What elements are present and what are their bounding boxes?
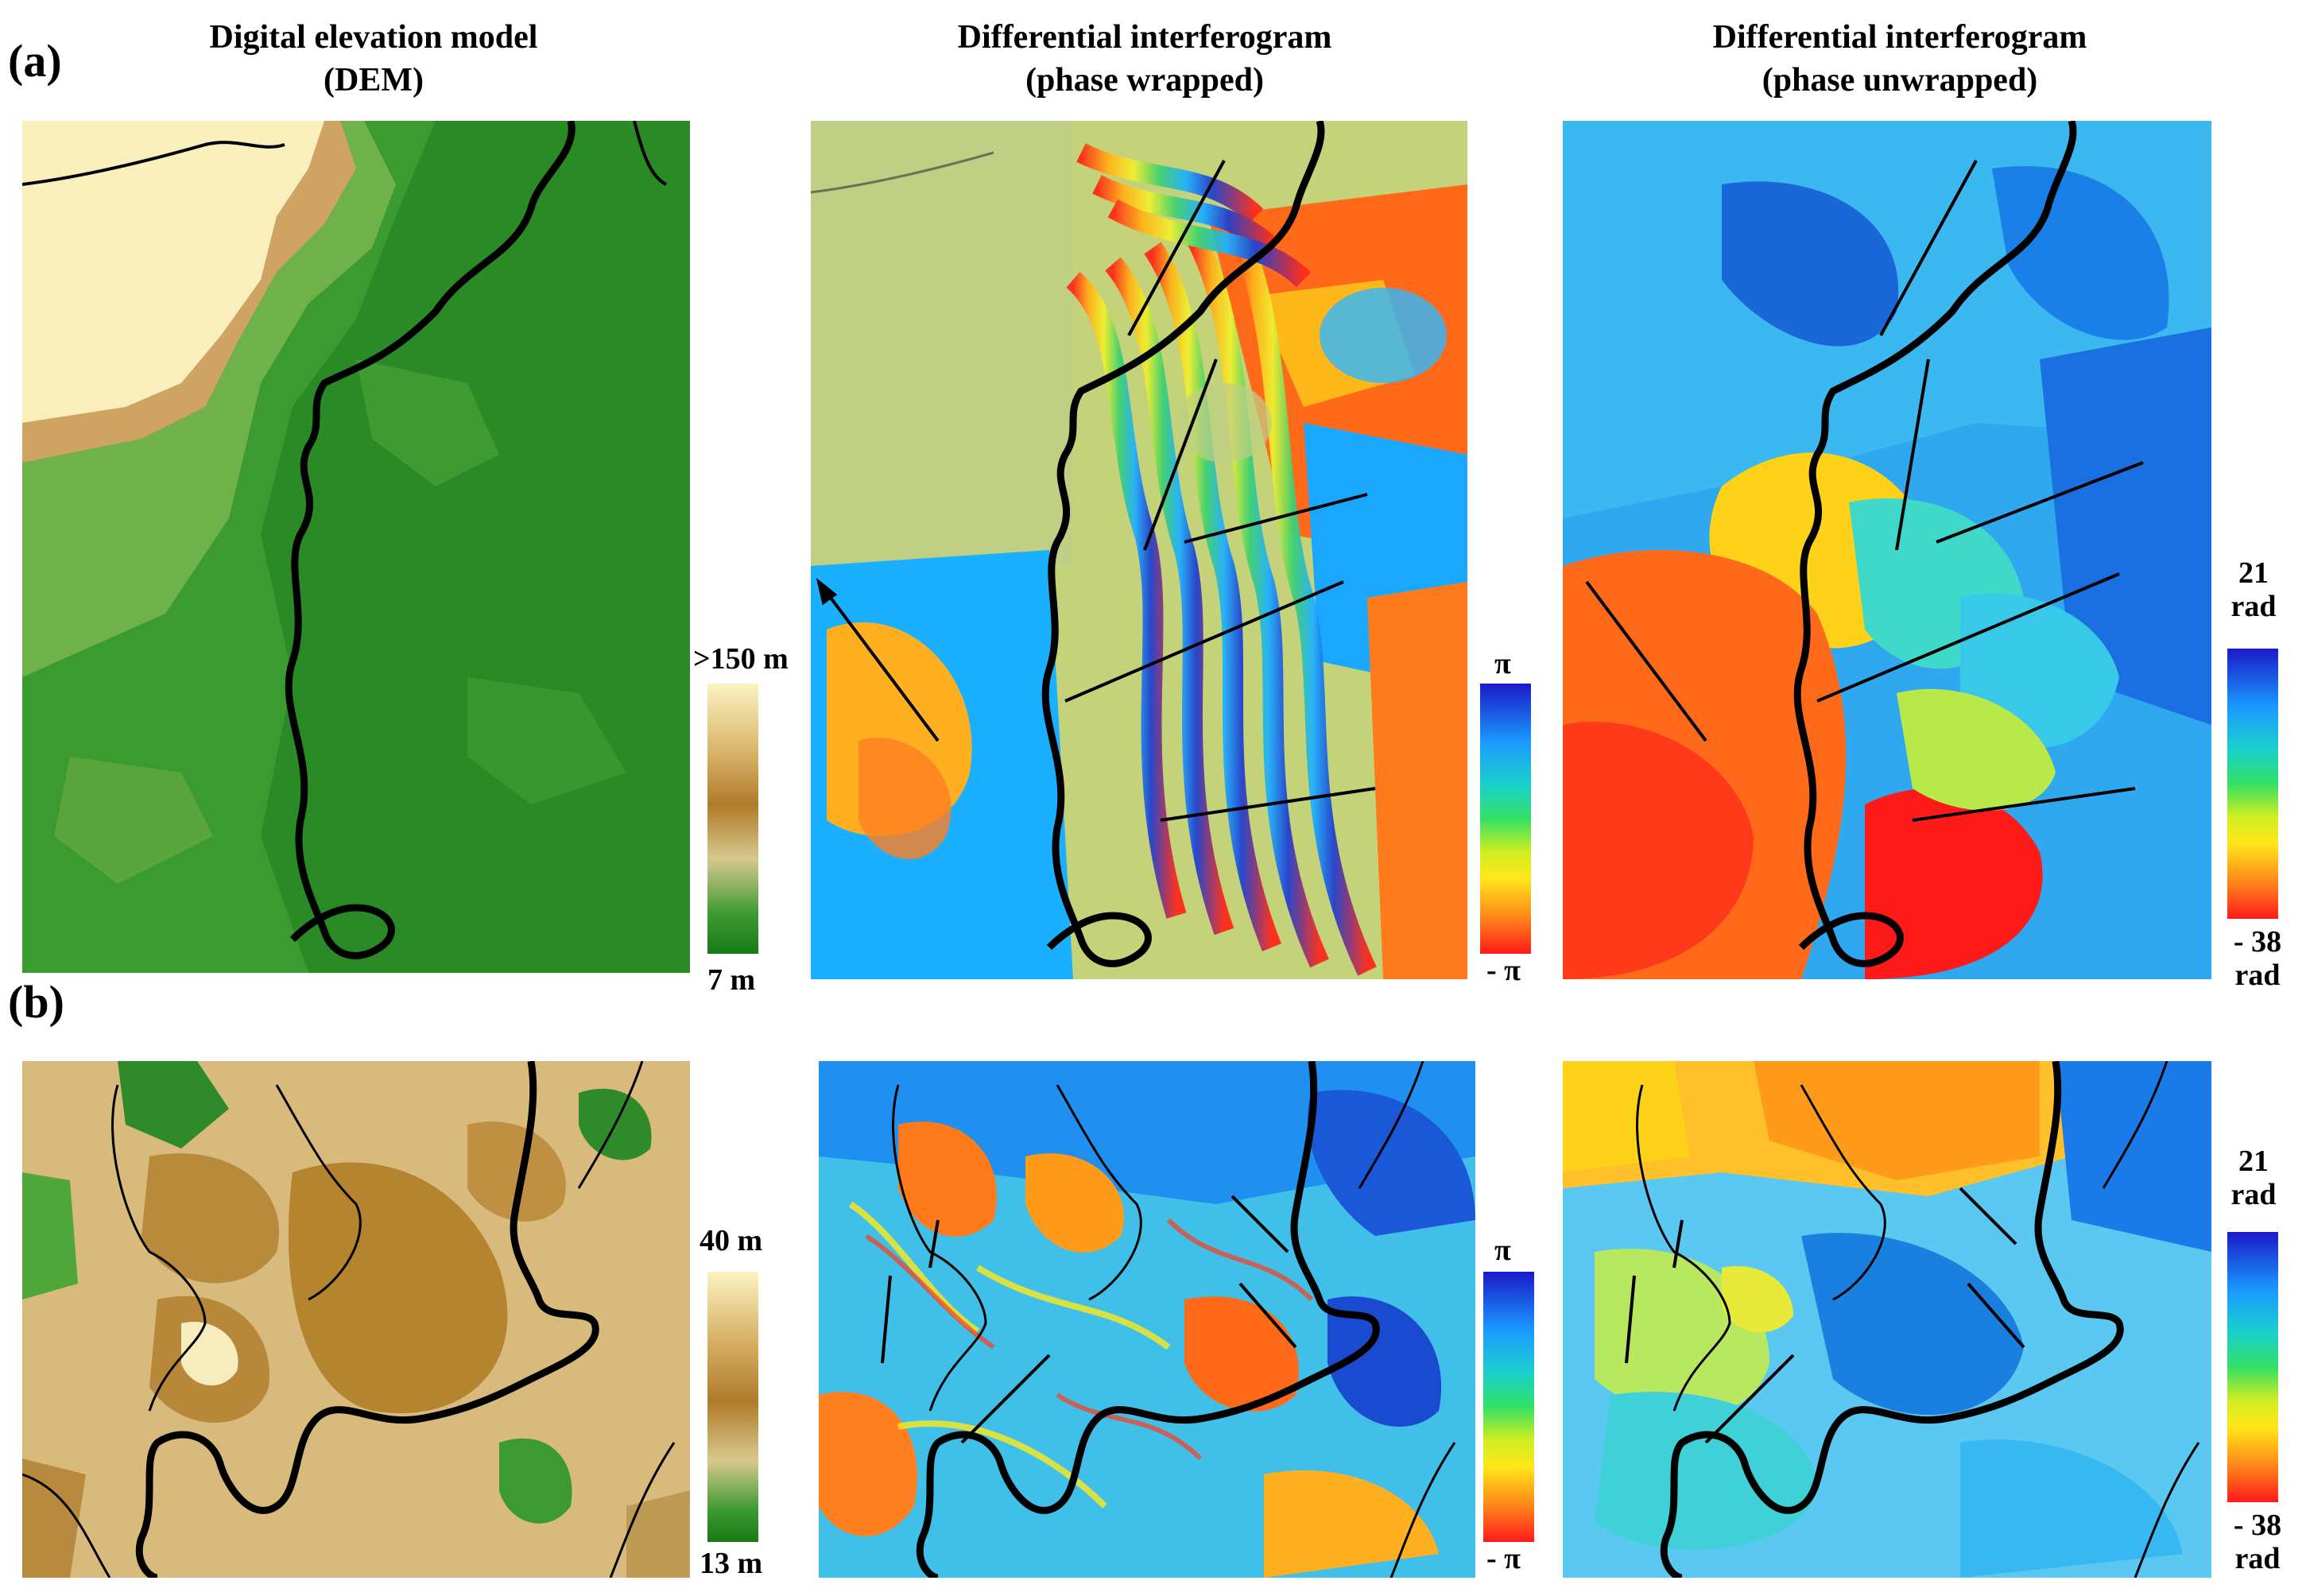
map-a-dem <box>22 121 690 973</box>
colorbar-b-unwrapped-max: 21 rad <box>2218 1145 2289 1211</box>
colorbar-a-unwrapped-max-value: 21 <box>2238 556 2269 590</box>
colorbar-b-wrapped <box>1483 1272 1534 1542</box>
colorbar-a-wrapped-min: - π <box>1486 954 1521 987</box>
title-unwrapped-line2: (phase unwrapped) <box>1761 62 2038 99</box>
map-a-unwrapped <box>1563 121 2211 979</box>
colorbar-a-wrapped <box>1480 684 1531 954</box>
title-wrapped-line2: (phase wrapped) <box>1025 62 1264 99</box>
colorbar-b-unwrapped-max-unit: rad <box>2230 1178 2277 1211</box>
river-line <box>285 121 576 959</box>
colorbar-b-unwrapped-min-unit: rad <box>2234 1542 2281 1575</box>
colorbar-a-unwrapped-max-unit: rad <box>2230 590 2277 623</box>
colorbar-a-unwrapped-min-unit: rad <box>2234 959 2281 992</box>
colorbar-b-dem-min: 13 m <box>700 1547 763 1580</box>
colorbar-a-wrapped-max: π <box>1494 647 1511 680</box>
colorbar-b-unwrapped-min-value: - 38 <box>2233 1509 2282 1542</box>
title-unwrapped-line1: Differential interferogram <box>1712 19 2087 56</box>
map-b-dem <box>22 1061 690 1578</box>
colorbar-b-dem-max: 40 m <box>700 1224 763 1257</box>
title-wrapped-line1: Differential interferogram <box>957 19 1332 56</box>
title-unwrapped: Differential interferogram (phase unwrap… <box>1622 16 2178 102</box>
title-wrapped: Differential interferogram (phase wrappe… <box>866 16 1423 102</box>
map-b-unwrapped <box>1563 1061 2211 1578</box>
colorbar-a-dem-min: 7 m <box>707 963 756 997</box>
colorbar-b-unwrapped <box>2227 1232 2278 1502</box>
colorbar-a-dem <box>707 684 758 954</box>
panel-label-b: (b) <box>8 976 64 1028</box>
colorbar-b-unwrapped-max-value: 21 <box>2238 1145 2269 1178</box>
colorbar-a-dem-max: >150 m <box>693 642 789 676</box>
colorbar-b-wrapped-max: π <box>1494 1234 1511 1267</box>
colorbar-b-dem <box>707 1272 758 1542</box>
colorbar-a-unwrapped-max: 21 rad <box>2218 556 2289 623</box>
colorbar-a-unwrapped-min-value: - 38 <box>2233 925 2282 959</box>
colorbar-b-unwrapped-min: - 38 rad <box>2218 1509 2297 1575</box>
title-dem-line1: Digital elevation model <box>209 19 538 56</box>
map-a-wrapped <box>811 121 1467 979</box>
title-dem-line2: (DEM) <box>324 62 424 99</box>
colorbar-a-unwrapped <box>2227 649 2278 919</box>
colorbar-b-wrapped-min: - π <box>1486 1542 1521 1575</box>
title-dem: Digital elevation model (DEM) <box>103 16 644 102</box>
panel-label-a: (a) <box>8 35 62 87</box>
map-b-wrapped <box>819 1061 1475 1578</box>
colorbar-a-unwrapped-min: - 38 rad <box>2218 925 2297 992</box>
